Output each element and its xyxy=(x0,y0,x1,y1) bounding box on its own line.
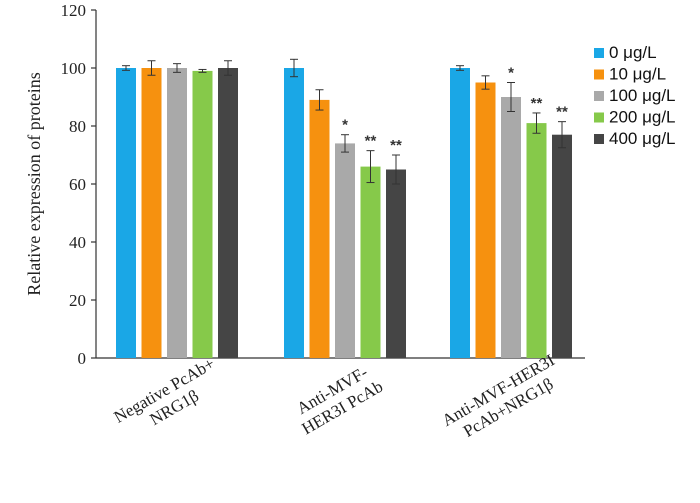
bar xyxy=(360,166,381,358)
bar xyxy=(284,68,304,358)
legend-swatch xyxy=(594,112,604,123)
y-tick-label: 20 xyxy=(69,291,86,310)
bar xyxy=(309,99,330,359)
bar xyxy=(386,169,406,358)
bar xyxy=(552,134,572,358)
legend-label: 100 μg/L xyxy=(609,86,676,105)
significance-marker: * xyxy=(508,65,514,82)
significance-marker: ** xyxy=(365,133,377,150)
significance-marker: ** xyxy=(531,95,543,112)
significance-marker: ** xyxy=(556,104,568,121)
bar xyxy=(501,97,521,358)
bar xyxy=(116,68,136,358)
category-label: Anti-MVF-HER3I PcAb xyxy=(294,362,387,438)
significance-marker: * xyxy=(342,117,348,134)
axes: 0 20 40 60 80 100 120 Relative expression of pr… xyxy=(24,1,585,368)
legend-swatch xyxy=(594,134,604,144)
legend-label: 0 μg/L xyxy=(609,43,657,62)
y-tick-label: 120 xyxy=(61,1,87,20)
bar xyxy=(475,82,496,358)
legend: 0 μg/L 10 μg/L 100 μg/L 200 μg/L 400 μg/L xyxy=(594,43,676,148)
y-tick-label: 60 xyxy=(69,175,86,194)
bar xyxy=(141,68,162,358)
bar xyxy=(335,143,355,358)
y-tick-label: 40 xyxy=(69,233,86,252)
y-tick-label: 0 xyxy=(78,349,87,368)
legend-label: 200 μg/L xyxy=(609,108,676,127)
bar xyxy=(192,70,213,359)
significance-marker: ** xyxy=(390,137,402,154)
y-axis-label: Relative expression of proteins xyxy=(24,72,44,295)
y-tick-label: 80 xyxy=(69,117,86,136)
legend-label: 400 μg/L xyxy=(609,129,676,148)
legend-label: 10 μg/L xyxy=(609,65,666,84)
category-label: Negative PcAb+NRG1β xyxy=(111,354,218,429)
legend-swatch xyxy=(594,91,604,101)
legend-swatch xyxy=(594,69,604,80)
bar xyxy=(218,68,238,358)
y-tick-label: 100 xyxy=(61,59,87,78)
bar xyxy=(167,68,187,358)
bars xyxy=(116,58,572,359)
legend-swatch xyxy=(594,48,604,58)
bar xyxy=(526,123,547,358)
bar xyxy=(450,68,470,358)
